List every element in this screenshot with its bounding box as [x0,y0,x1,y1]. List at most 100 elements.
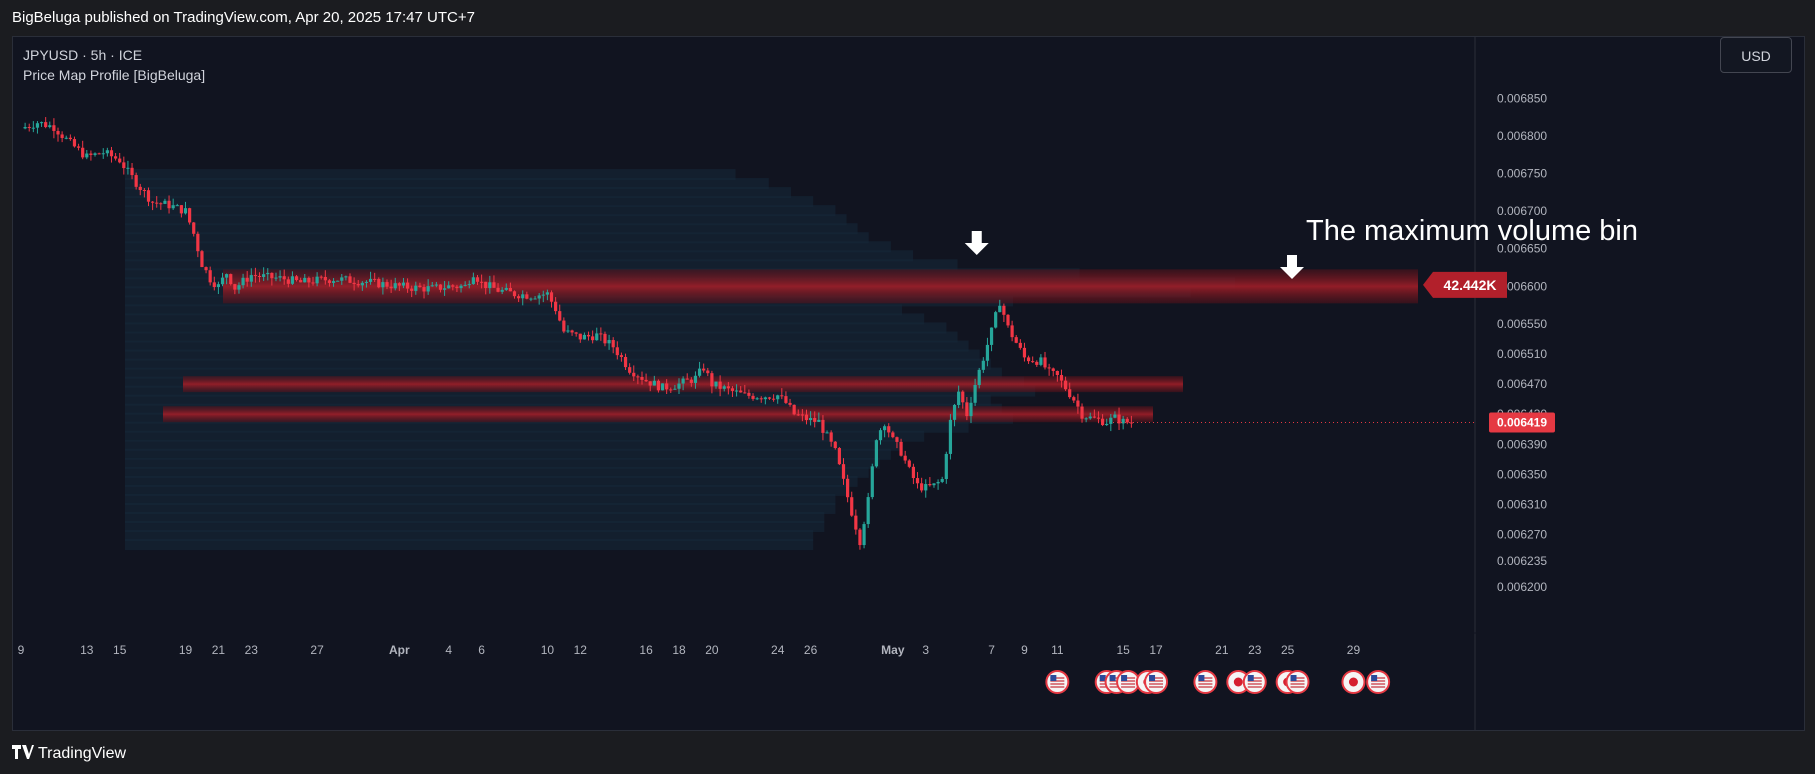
time-tick-label: 20 [705,643,719,657]
candle-body [1011,325,1014,337]
candle-body [274,278,277,279]
candle-body [941,479,944,482]
candle-body [114,156,117,158]
candle-body [957,392,960,405]
chart-frame[interactable]: 0.006850 0.006800 0.006750 0.006700 0.006650… [12,36,1805,731]
time-tick-label: 3 [922,643,929,657]
candle-body [184,208,187,213]
candle-body [151,202,154,203]
currency-button[interactable]: USD [1720,37,1792,73]
time-tick-label: 11 [1051,643,1064,657]
candle-body [904,456,907,461]
candle-body [340,277,343,280]
candle-body [332,281,335,283]
candle-body [550,292,553,301]
candle-body [599,333,602,334]
time-tick-label: 23 [245,643,259,657]
candle-body [159,203,162,204]
candle-body [65,138,68,139]
candle-body [1122,419,1125,424]
candle-body [616,347,619,355]
tradingview-logo-icon[interactable] [12,744,34,764]
candle-body [751,396,754,399]
candle-body [636,376,639,377]
max-bin-value: 42.442K [1444,277,1497,293]
time-tick-label: 15 [1116,643,1130,657]
candle-body [649,381,652,385]
candle-body [875,440,878,466]
flag-canton [1121,675,1127,681]
profile-bin [125,539,813,550]
time-tick-label: 18 [672,643,686,657]
us-flag-icon [1287,671,1309,693]
candle-body [394,283,397,288]
candle-body [69,138,72,139]
candle-body [710,373,713,386]
candle-body [1130,422,1133,423]
chart-canvas[interactable]: 0.006850 0.006800 0.006750 0.006700 0.006650… [13,37,1804,730]
candle-body [558,311,561,320]
us-flag-icon [1367,671,1389,693]
us-flag-icon [1145,671,1167,693]
candle-body [595,333,598,340]
candle-body [102,153,105,154]
candle-body [443,288,446,289]
candle-body [978,370,981,385]
candle-body [1089,417,1092,419]
time-axis: 9 13 15 19 21 23 27 Apr 4 6 10 12 16 18 20 24 26 May 3 7 9 11… [13,633,1804,657]
candle-body [908,461,911,467]
candle-body [353,283,356,284]
candle-body [422,287,425,291]
candle-body [307,278,310,283]
candle-body [702,369,705,371]
price-tick-label: 0.006750 [1497,167,1547,181]
candle-body [912,467,915,478]
us-flag-icon [1117,671,1139,693]
candle-body [357,284,360,285]
candle-body [373,279,376,280]
candle-body [225,274,228,278]
candle-body [714,382,717,387]
time-tick-label: 9 [18,643,25,657]
candle-body [932,483,935,485]
candle-body [780,395,783,396]
time-tick-label: 29 [1347,643,1361,657]
price-tick-label: 0.006470 [1497,377,1547,391]
candle-body [620,355,623,357]
candle-body [377,279,380,287]
candle-body [1105,424,1108,425]
candle-body [653,381,656,386]
candle-body [801,414,804,415]
candle-body [821,420,824,433]
time-tick-label: 7 [988,643,995,657]
price-tick-label: 0.006350 [1497,467,1547,481]
candle-body [788,403,791,405]
time-tick-label: 23 [1248,643,1262,657]
publish-info: BigBeluga published on TradingView.com, … [0,0,1815,36]
candle-body [1064,381,1067,390]
candle-body [344,276,347,277]
candle-body [209,270,212,282]
time-tick-label: 21 [1215,643,1229,657]
candle-body [365,282,368,283]
candle-body [891,432,894,437]
candle-body [303,278,306,282]
candle-body [155,203,158,204]
candle-body [52,125,55,131]
candle-body [661,383,664,390]
candle-body [36,123,39,128]
candle-body [1113,415,1116,418]
candle-body [390,287,393,289]
flag-canton [1248,675,1254,681]
price-tick-label: 0.006235 [1497,554,1547,568]
candle-body [130,168,133,175]
candle-body [867,497,870,524]
price-tick-label: 0.006850 [1497,91,1547,105]
candle-body [624,357,627,367]
candle-body [505,288,508,290]
candle-body [287,279,290,283]
candle-body [464,285,467,286]
last-price-label: 0.006419 [1497,415,1547,429]
brand-name[interactable]: TradingView [38,745,126,763]
candle-body [694,376,697,383]
